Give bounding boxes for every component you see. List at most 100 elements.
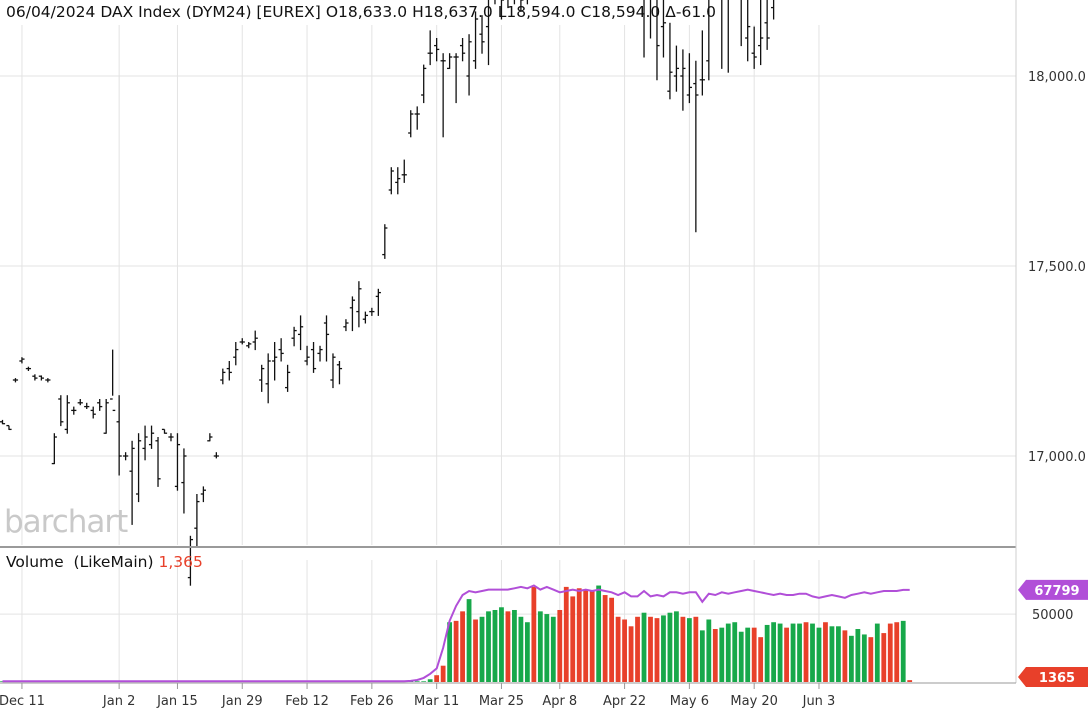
ohlc-bar	[395, 167, 401, 195]
volume-ma-badge: 67799	[1018, 579, 1088, 600]
volume-bar	[719, 627, 725, 682]
ohlc-bar	[246, 342, 252, 349]
volume-bar	[479, 616, 485, 682]
volume-label: Volume	[6, 553, 64, 571]
header-close: C18,594.0	[580, 3, 661, 21]
volume-bar	[693, 616, 699, 682]
ohlc-bar	[699, 30, 705, 96]
volume-moving-average	[2, 584, 910, 683]
ohlc-bar	[58, 395, 64, 427]
volume-bar	[836, 626, 841, 682]
ohlc-bar	[375, 288, 381, 316]
volume-bar	[537, 611, 543, 682]
volume-bar	[745, 627, 751, 682]
ohlc-bar	[513, 0, 516, 5]
ohlc-bar	[200, 486, 206, 503]
ma-line	[2, 584, 910, 683]
volume-bar	[784, 627, 789, 682]
ohlc-bar	[38, 375, 44, 381]
ohlc-bar	[129, 440, 135, 525]
volume-bar	[712, 629, 718, 682]
ohlc-bar	[297, 315, 304, 351]
ohlc-bar	[427, 30, 433, 66]
ohlc-bar	[110, 349, 116, 412]
volume-bar	[797, 623, 802, 682]
ohlc-bar	[116, 395, 122, 476]
ohlc-bar	[84, 402, 90, 409]
ohlc-bar	[771, 0, 775, 20]
date-tick-label: Feb 26	[350, 694, 394, 709]
ohlc-bar	[272, 342, 278, 381]
price-tick-label: 17,500.0	[1028, 260, 1086, 275]
ohlc-bar	[660, 0, 667, 58]
volume-bar	[615, 616, 621, 682]
volume-last-value: 1,365	[158, 553, 203, 571]
ohlc-bar	[220, 368, 226, 385]
volume-bar	[868, 637, 874, 682]
ohlc-bar	[356, 281, 362, 328]
volume-bar	[874, 623, 880, 682]
date-tick-label: Jan 2	[102, 694, 135, 709]
ohlc-bar	[758, 0, 764, 66]
ohlc-bar	[278, 338, 284, 362]
header-low: L18,594.0	[497, 3, 576, 21]
volume-ma-badge-text: 67799	[1034, 584, 1079, 599]
price-grid	[0, 25, 1016, 545]
ohlc-bar	[706, 0, 710, 81]
ohlc-bar	[323, 315, 330, 362]
volume-bar	[589, 590, 595, 682]
volume-bar	[641, 612, 647, 682]
ohlc-bar	[447, 53, 453, 70]
header-instrument: DAX Index (DYM24) [EUREX]	[100, 3, 321, 21]
ohlc-bar	[142, 425, 148, 461]
volume-bar	[505, 611, 511, 682]
volume-bar	[609, 597, 615, 682]
volume-bar	[563, 586, 569, 682]
volume-last-badge: 1365	[1018, 667, 1088, 687]
volume-bar	[686, 618, 692, 682]
ohlc-bar	[693, 60, 699, 233]
ohlc-bar	[90, 406, 96, 419]
ohlc-bar	[207, 433, 213, 442]
ohlc-bar	[233, 342, 239, 366]
ohlc-bar	[25, 366, 32, 371]
volume-bar	[764, 624, 770, 682]
volume-bar	[829, 626, 835, 682]
date-tick-label: Apr 22	[603, 694, 646, 709]
volume-bar	[842, 630, 848, 682]
date-tick-label: Mar 11	[414, 694, 459, 709]
chart-header: 06/04/2024 DAX Index (DYM24) [EUREX] O18,6…	[6, 3, 721, 21]
ohlc-bar	[0, 419, 6, 425]
volume-bar	[550, 616, 556, 682]
volume-bar	[648, 616, 653, 682]
header-open: O18,633.0	[325, 3, 408, 21]
volume-bar	[894, 622, 900, 682]
volume-bar	[434, 675, 440, 682]
ohlc-bar	[161, 428, 168, 434]
ohlc-bar	[194, 494, 200, 548]
volume-bar	[861, 634, 867, 682]
volume-bar	[473, 619, 478, 682]
date-tick-label: May 20	[730, 694, 778, 709]
ohlc-bar	[649, 0, 652, 39]
ohlc-bar	[421, 64, 427, 104]
date-tick-label: Apr 8	[542, 694, 577, 709]
price-series	[0, 0, 775, 586]
volume-bar	[466, 599, 472, 682]
price-tick-label: 17,000.0	[1028, 450, 1086, 465]
ohlc-bar	[520, 0, 524, 12]
volume-bar	[661, 615, 666, 682]
volume-bar	[512, 609, 517, 682]
ohlc-bar	[440, 53, 446, 138]
date-tick-label: Feb 12	[285, 694, 329, 709]
volume-bar	[699, 630, 705, 682]
date-tick-label: May 6	[670, 694, 709, 709]
volume-series	[0, 585, 913, 682]
volume-bar	[447, 622, 453, 682]
volume-mode: (LikeMain)	[73, 553, 154, 571]
volume-bar	[771, 622, 777, 682]
ohlc-bar	[343, 319, 349, 332]
